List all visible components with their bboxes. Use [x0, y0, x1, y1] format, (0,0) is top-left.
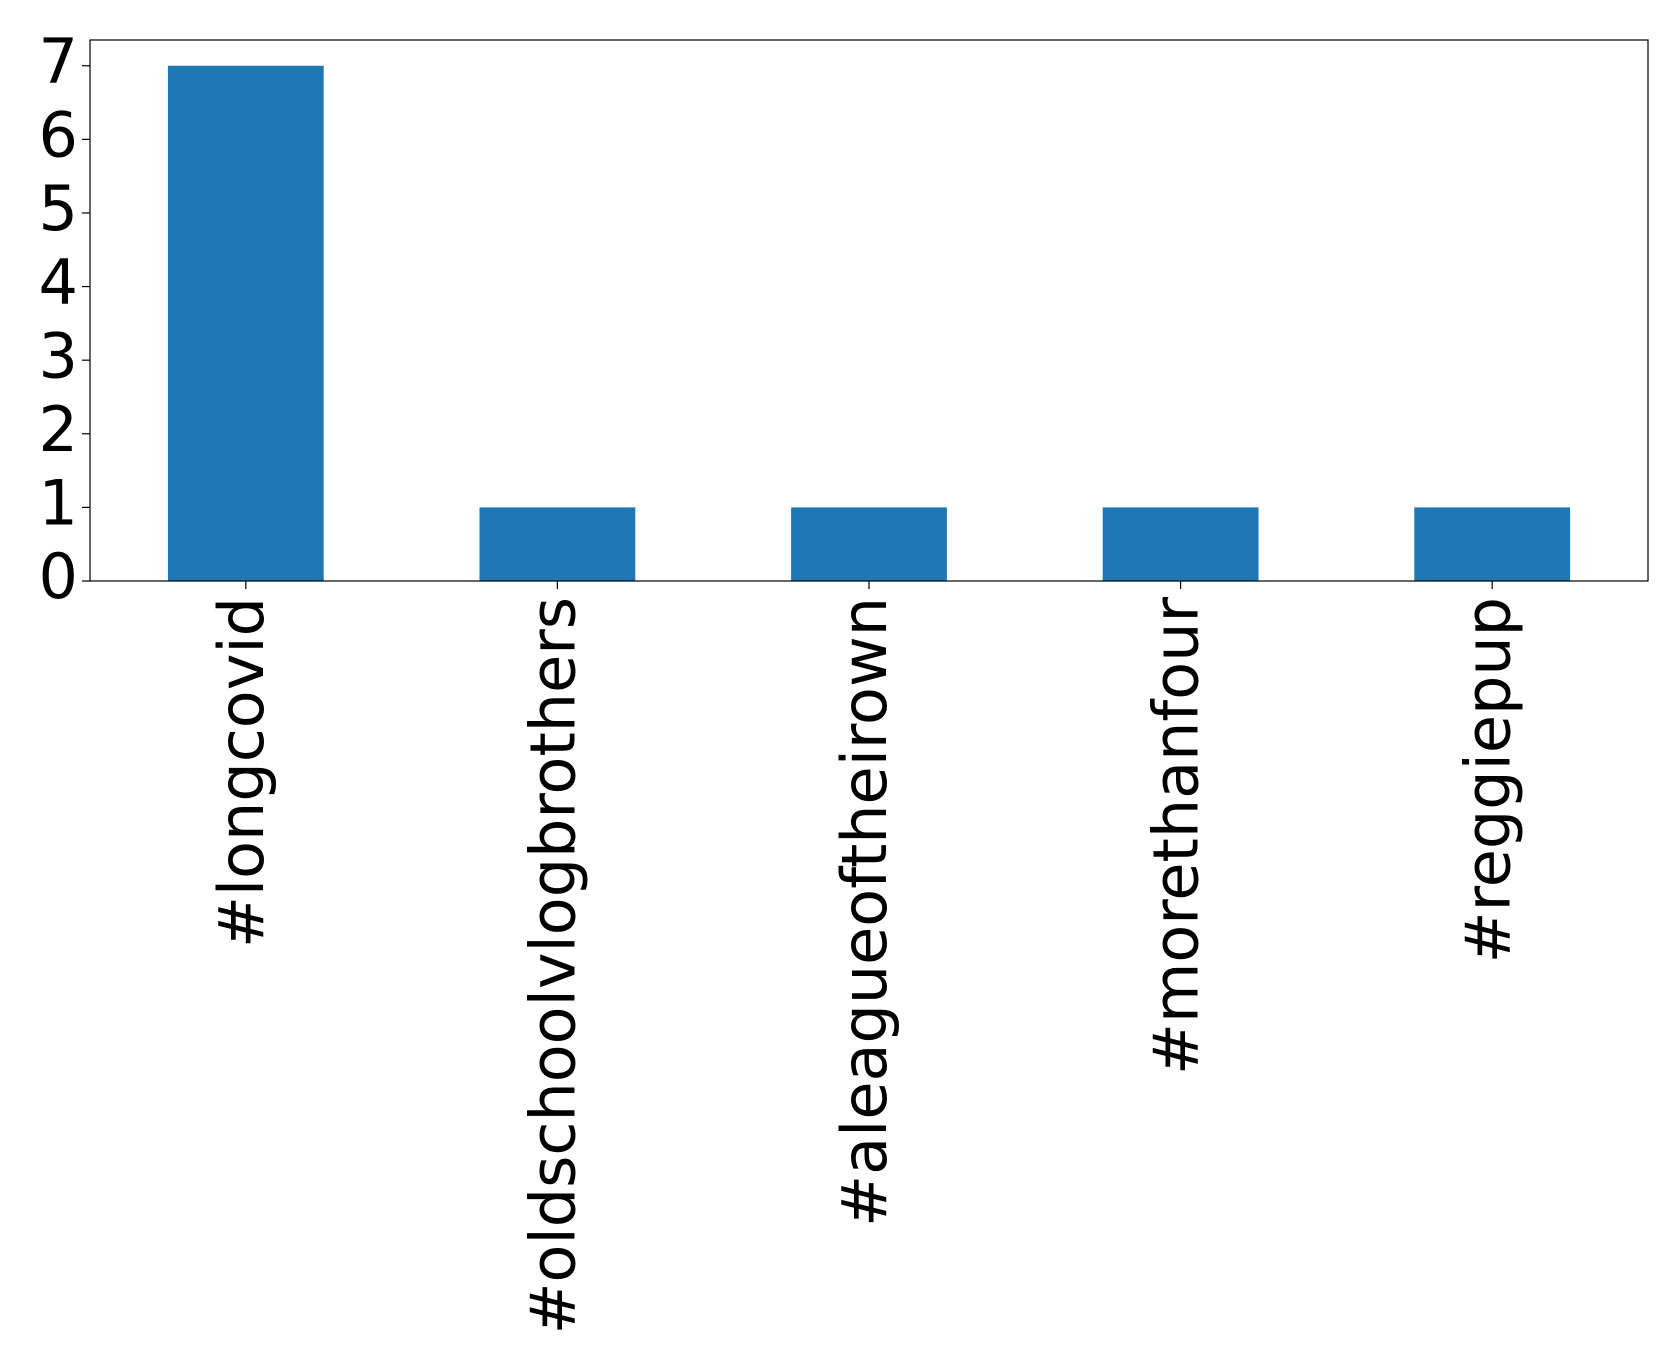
y-tick-label: 4	[39, 246, 78, 319]
x-tick-label: #reggiepup	[1451, 597, 1524, 963]
y-tick-label: 3	[39, 319, 78, 392]
bar	[479, 507, 636, 581]
bar	[1414, 507, 1571, 581]
y-tick-label: 7	[39, 25, 78, 98]
y-tick-label: 1	[39, 466, 78, 539]
y-tick-label: 5	[39, 172, 78, 245]
plot-frame	[89, 39, 1649, 582]
bar	[167, 65, 324, 581]
x-tick-label: #oldschoolvlogbrothers	[516, 597, 589, 1334]
bar	[791, 507, 947, 581]
x-tick-label: #aleagueoftheirown	[828, 597, 901, 1227]
x-tick-label: #morethanfour	[1140, 597, 1213, 1075]
bar	[1102, 507, 1259, 581]
y-tick-label: 2	[39, 393, 78, 466]
y-tick-label: 0	[39, 540, 78, 613]
x-tick-label: #longcovid	[205, 597, 278, 948]
y-tick-label: 6	[39, 98, 78, 171]
